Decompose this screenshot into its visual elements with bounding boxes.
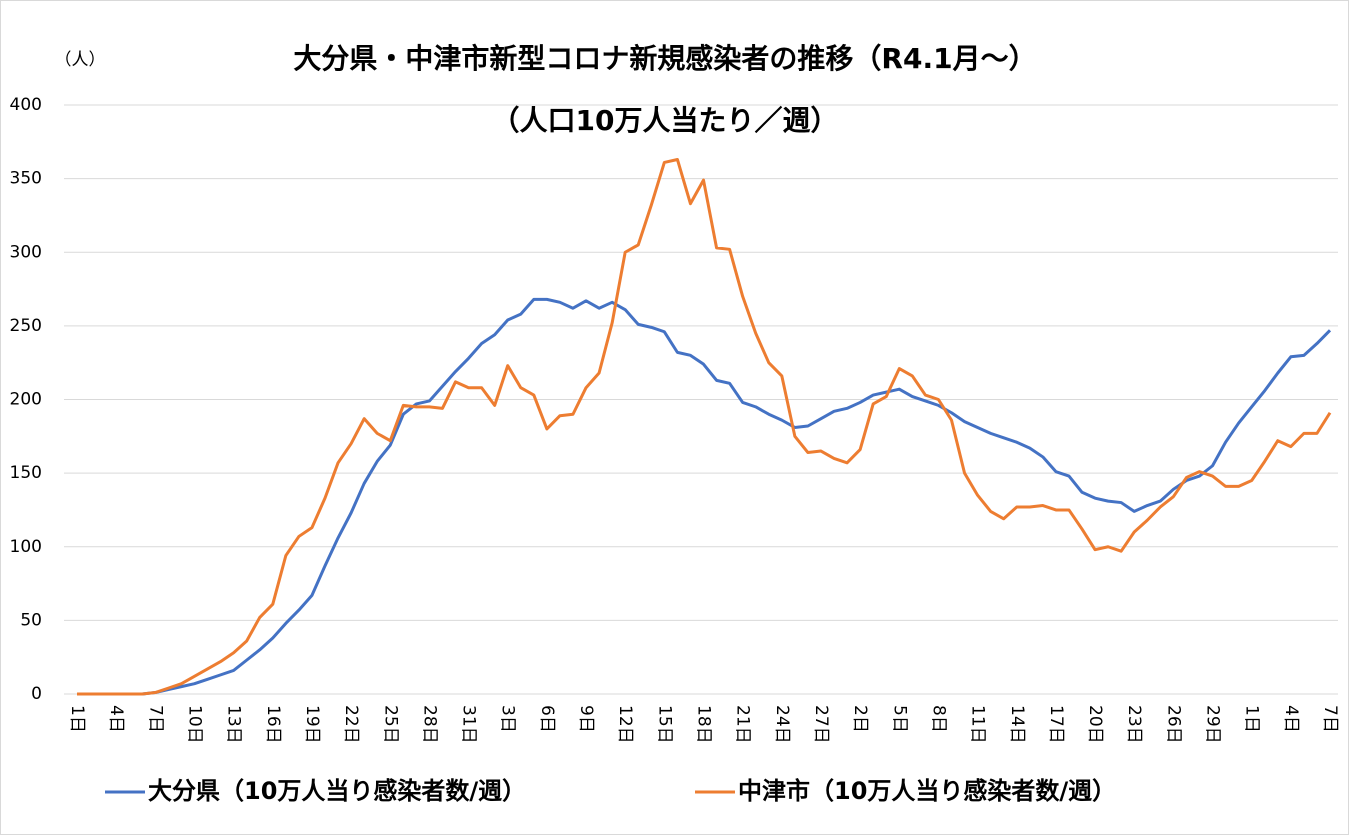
x-tick-label: 6日 bbox=[537, 705, 557, 733]
y-tick-label: 400 bbox=[10, 95, 42, 115]
x-tick-label: 11日 bbox=[968, 705, 988, 744]
legend-label: 大分県（10万人当り感染者数/週） bbox=[148, 777, 526, 805]
x-tick-label: 5日 bbox=[889, 705, 909, 733]
x-tick-label: 3日 bbox=[498, 705, 518, 733]
y-unit: （人） bbox=[55, 50, 106, 70]
x-tick-label: 9日 bbox=[576, 705, 596, 733]
y-tick-label: 200 bbox=[10, 390, 42, 410]
x-tick-label: 18日 bbox=[694, 705, 714, 744]
x-tick-label: 15日 bbox=[654, 705, 674, 744]
x-tick-label: 4日 bbox=[1281, 705, 1301, 733]
x-tick-label: 12日 bbox=[615, 705, 635, 744]
x-tick-label: 20日 bbox=[1085, 705, 1105, 744]
x-tick-label: 10日 bbox=[184, 705, 204, 744]
chart-title: 大分県・中津市新型コロナ新規感染者の推移（R4.1月～） bbox=[293, 42, 1036, 75]
x-tick-label: 21日 bbox=[733, 705, 753, 744]
y-tick-label: 250 bbox=[10, 316, 42, 336]
y-tick-label: 300 bbox=[10, 242, 42, 262]
legend-label: 中津市（10万人当り感染者数/週） bbox=[738, 777, 1116, 805]
x-tick-label: 17日 bbox=[1046, 705, 1066, 744]
y-tick-label: 0 bbox=[31, 684, 42, 704]
x-tick-label: 7日 bbox=[145, 705, 165, 733]
y-tick-label: 50 bbox=[20, 610, 42, 630]
x-tick-label: 27日 bbox=[811, 705, 831, 744]
x-tick-label: 1日 bbox=[67, 705, 87, 733]
x-tick-label: 13日 bbox=[224, 705, 244, 744]
x-tick-label: 25日 bbox=[380, 705, 400, 744]
x-tick-label: 8日 bbox=[928, 705, 948, 733]
chart-subtitle: （人口10万人当たり／週） bbox=[492, 104, 839, 137]
x-tick-label: 7日 bbox=[1320, 705, 1340, 733]
y-tick-label: 350 bbox=[10, 169, 42, 189]
data-line bbox=[77, 297, 1332, 696]
x-tick-label: 29日 bbox=[1203, 705, 1223, 744]
x-tick-label: 31日 bbox=[459, 705, 479, 744]
x-tick-label: 14日 bbox=[1007, 705, 1027, 744]
x-tick-label: 2日 bbox=[850, 705, 870, 733]
y-tick-label: 150 bbox=[10, 463, 42, 483]
x-tick-label: 22日 bbox=[341, 705, 361, 744]
x-tick-label: 1日 bbox=[1242, 705, 1262, 733]
x-tick-label: 26日 bbox=[1163, 705, 1183, 744]
x-tick-label: 16日 bbox=[263, 705, 283, 744]
x-tick-label: 19日 bbox=[302, 705, 322, 744]
x-tick-label: 28日 bbox=[419, 705, 439, 744]
data-line bbox=[77, 157, 1332, 696]
x-tick-label: 23日 bbox=[1124, 705, 1144, 744]
y-tick-label: 100 bbox=[10, 537, 42, 557]
x-tick-label: 4日 bbox=[106, 705, 126, 733]
x-tick-label: 24日 bbox=[772, 705, 792, 744]
